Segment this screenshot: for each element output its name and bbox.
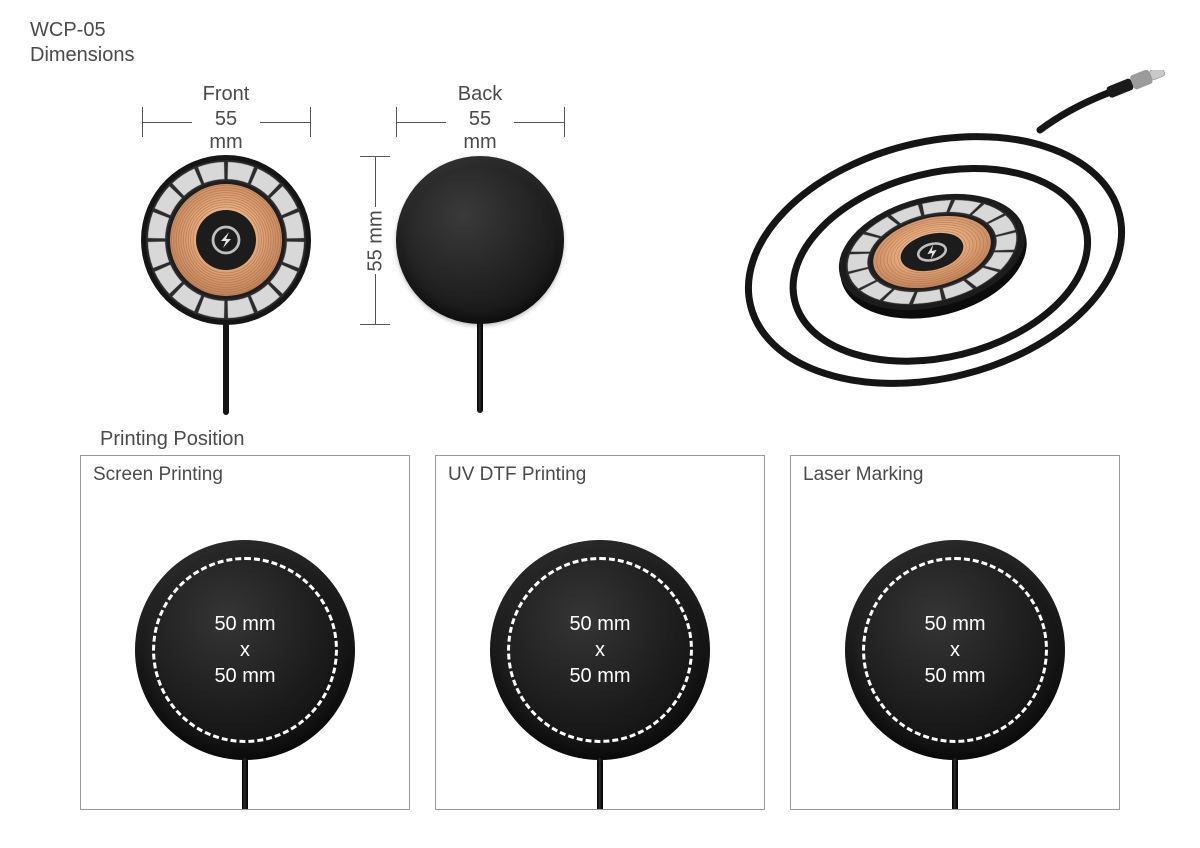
print-area-l3b: 50 mm — [569, 663, 630, 689]
print-area-l1b: 50 mm — [569, 611, 630, 637]
printing-title: Printing Position — [100, 428, 245, 451]
print-method-3: Laser Marking — [803, 464, 923, 486]
print-area-l3c: 50 mm — [924, 663, 985, 689]
back-label: Back — [440, 83, 520, 106]
front-dim-line-left — [143, 122, 192, 123]
subtitle: Dimensions — [30, 43, 134, 68]
print-area-l1: 50 mm — [214, 611, 275, 637]
charger-front — [141, 155, 311, 420]
print-disc-wrap-1: 50 mm x 50 mm — [135, 540, 355, 760]
print-method-2: UV DTF Printing — [448, 464, 586, 486]
print-disc-2: 50 mm x 50 mm — [490, 540, 710, 760]
back-dim-line-left — [397, 122, 446, 123]
height-label: 55 mm — [365, 212, 388, 272]
print-area-l2: x — [240, 637, 250, 663]
front-dim-line-right — [260, 122, 310, 123]
print-cable-3 — [952, 758, 958, 810]
back-cable — [477, 318, 483, 413]
print-disc-wrap-3: 50 mm x 50 mm — [845, 540, 1065, 760]
print-cable-1 — [242, 758, 248, 810]
print-area-text-3: 50 mm x 50 mm — [845, 540, 1065, 760]
print-area-text-1: 50 mm x 50 mm — [135, 540, 355, 760]
front-label: Front — [186, 83, 266, 106]
print-area-l3: 50 mm — [214, 663, 275, 689]
height-dim-line-bottom — [375, 274, 376, 324]
print-cable-2 — [597, 758, 603, 810]
print-disc-1: 50 mm x 50 mm — [135, 540, 355, 760]
height-dim-tick-bottom — [360, 324, 390, 325]
print-box-2: UV DTF Printing 50 mm x 50 mm — [435, 455, 765, 810]
print-box-3: Laser Marking 50 mm x 50 mm — [790, 455, 1120, 810]
print-area-l2c: x — [950, 637, 960, 663]
back-dim-line-right — [514, 122, 564, 123]
spec-sheet: WCP-05 Dimensions Front 55 mm Back 55 mm… — [0, 0, 1200, 848]
back-width-label: 55 mm — [450, 108, 510, 154]
header-block: WCP-05 Dimensions — [30, 18, 134, 68]
charger-hero — [680, 70, 1180, 395]
front-width-label: 55 mm — [196, 108, 256, 154]
print-box-1: Screen Printing 50 mm x 50 mm — [80, 455, 410, 810]
print-area-l1c: 50 mm — [924, 611, 985, 637]
charger-back — [396, 156, 564, 324]
print-area-text-2: 50 mm x 50 mm — [490, 540, 710, 760]
front-dim-tick-right — [310, 107, 311, 137]
back-dim-tick-right — [564, 107, 565, 137]
height-dim-line-top — [375, 157, 376, 207]
print-method-1: Screen Printing — [93, 464, 223, 486]
print-disc-wrap-2: 50 mm x 50 mm — [490, 540, 710, 760]
print-area-l2b: x — [595, 637, 605, 663]
model-code: WCP-05 — [30, 18, 134, 43]
print-disc-3: 50 mm x 50 mm — [845, 540, 1065, 760]
